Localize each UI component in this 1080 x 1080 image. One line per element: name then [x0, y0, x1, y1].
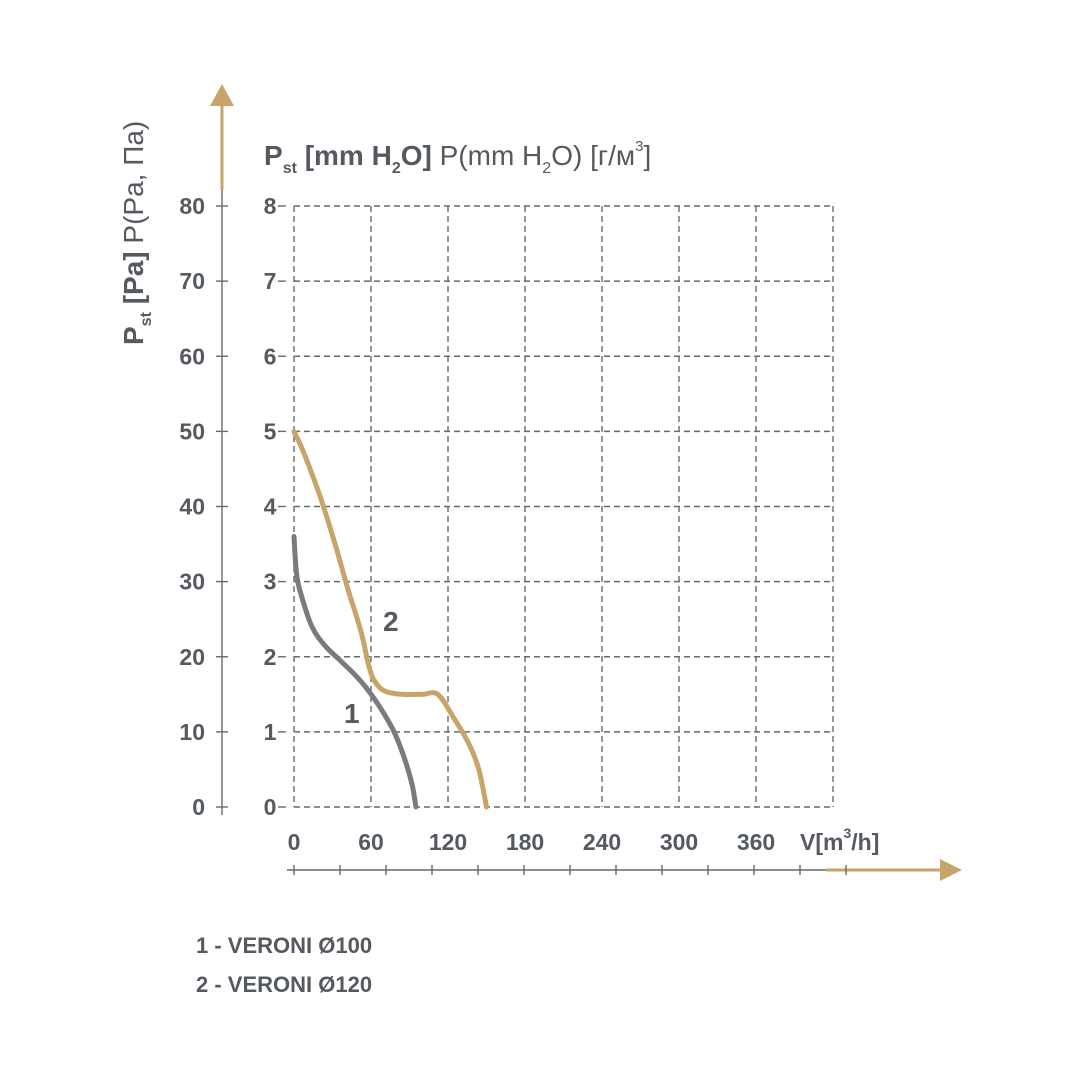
y2-title-alt-sup: 3 — [635, 138, 643, 155]
x-title-end: /h] — [851, 829, 879, 855]
y2-tick-label: 8 — [264, 193, 277, 219]
y2-title-sub: st — [283, 160, 298, 177]
y2-title-alt1: P(mm H — [432, 140, 542, 171]
y2-tick-label: 1 — [264, 719, 277, 745]
y-tick-label: 20 — [179, 644, 205, 670]
y2-tick-label: 6 — [264, 343, 277, 369]
y2-tick-label: 5 — [264, 418, 277, 444]
y2-title-sub2: 2 — [392, 160, 401, 177]
legend-item-2: 2 - VERONI Ø120 — [196, 972, 373, 997]
y2-title-unit-end: O] — [401, 140, 432, 171]
x-title-sup: 3 — [843, 825, 851, 841]
y-tick-label: 70 — [179, 268, 205, 294]
series-line-1 — [291, 534, 419, 810]
curve-label-1: 1 — [344, 698, 360, 729]
y-axis-title-alt: P(Pa, Па) — [118, 121, 149, 252]
y-tick-label: 50 — [179, 418, 205, 444]
y2-tick-label: 7 — [264, 268, 277, 294]
x-tick-label: 300 — [660, 829, 698, 855]
y-tick-label: 60 — [179, 343, 205, 369]
y-tick-label: 80 — [179, 193, 205, 219]
y-tick-label: 10 — [179, 719, 205, 745]
legend-item-1: 1 - VERONI Ø100 — [196, 933, 373, 958]
y-axis-title-p: P — [118, 326, 149, 345]
y2-title-unit: [mm H — [297, 140, 392, 171]
x-axis-arrow-icon — [940, 859, 962, 881]
curve-label-2: 2 — [383, 606, 399, 637]
x-tick-label: 180 — [506, 829, 544, 855]
y2-tick-label: 4 — [264, 494, 277, 520]
y2-tick-label: 0 — [264, 794, 277, 820]
series-line-2 — [291, 428, 489, 810]
x-axis-title: V[m3/h] — [800, 825, 879, 855]
y-axis-title-top: Pst [mm H2O] P(mm H2O) [г/м3] — [264, 138, 651, 177]
x-tick-label: 120 — [429, 829, 467, 855]
y-axis-title-unit: [Pa] — [118, 251, 149, 312]
x-tick-label: 0 — [288, 829, 301, 855]
x-title-main: V[m — [800, 829, 843, 855]
y-tick-label: 0 — [192, 794, 205, 820]
y-axis-title-sub: st — [138, 311, 155, 326]
y-tick-label: 30 — [179, 569, 205, 595]
y2-tick-label: 3 — [264, 569, 277, 595]
y2-title-p: P — [264, 140, 283, 171]
y2-tick-label: 2 — [264, 644, 277, 670]
y2-title-alt-sub: 2 — [542, 160, 551, 177]
y-axis-arrow-icon — [210, 84, 234, 106]
axes — [210, 84, 962, 881]
y-tick-label: 40 — [179, 494, 205, 520]
grid — [293, 205, 834, 808]
x-tick-label: 360 — [737, 829, 775, 855]
x-tick-label: 240 — [583, 829, 621, 855]
x-tick-label: 60 — [358, 829, 384, 855]
y-axis-title-left: Pst [Pa] P(Pa, Па) — [118, 121, 155, 345]
y2-title-alt3: ] — [643, 140, 651, 171]
series — [291, 428, 489, 810]
y2-title-alt2: O) [г/м — [551, 140, 635, 171]
